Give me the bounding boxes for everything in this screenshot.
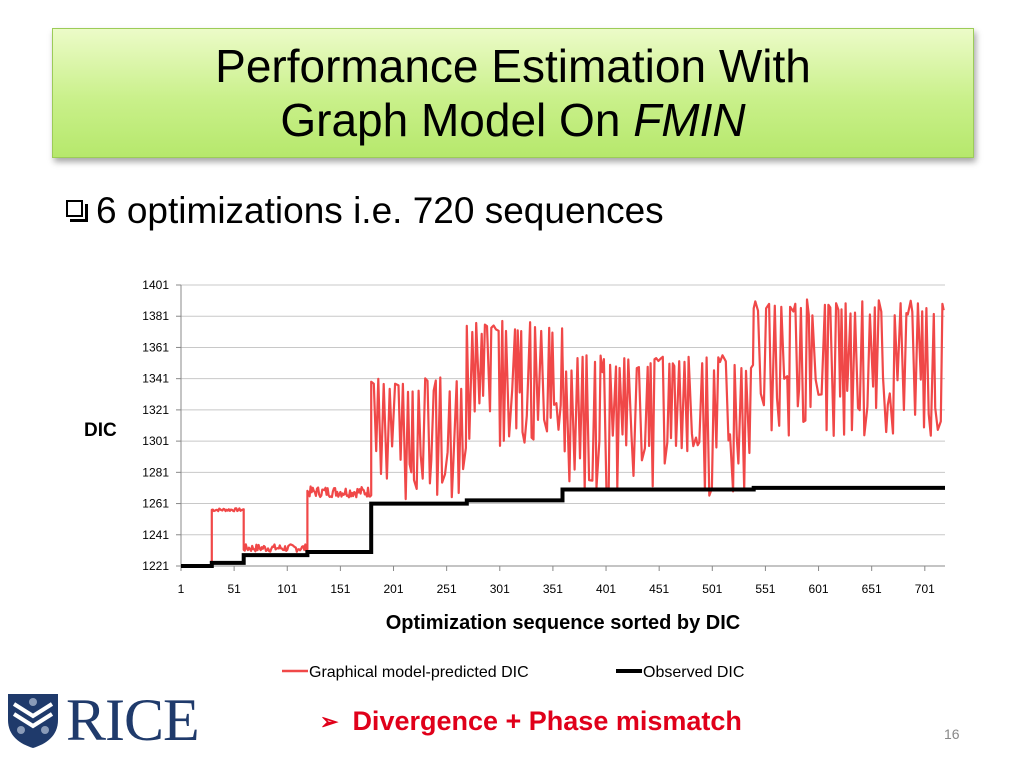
arrow-right-icon: ➢ [320, 708, 339, 734]
title-line-1: Performance Estimation With [215, 40, 811, 92]
y-tick-label-1241: 1241 [142, 528, 169, 542]
logo-text: RICE [66, 687, 200, 753]
x-tick-label-701: 701 [915, 582, 935, 596]
legend-observed-label: Observed DIC [643, 664, 744, 681]
series-layer [181, 298, 945, 568]
y-tick-label-1401: 1401 [142, 278, 169, 292]
y-tick-label-1381: 1381 [142, 309, 169, 323]
title-line-2-prefix: Graph Model On [280, 94, 634, 146]
x-tick-label-251: 251 [437, 582, 457, 596]
y-tick-label-1341: 1341 [142, 372, 169, 386]
x-tick-label-601: 601 [809, 582, 829, 596]
x-tick-label-501: 501 [702, 582, 722, 596]
chart-gridlines [176, 284, 945, 571]
x-tick-label-401: 401 [596, 582, 616, 596]
title-line-2-italic: FMIN [633, 94, 746, 146]
conclusion-text: Divergence + Phase mismatch [352, 706, 742, 736]
y-tick-labels: 1221 1241 1261 1281 1301 1321 1341 1361 1381 1401 [142, 278, 169, 573]
rice-logo: RICE [6, 687, 200, 753]
conclusion-callout: ➢ Divergence + Phase mismatch [320, 706, 742, 737]
chart-legend: Graphical model-predicted DIC Observed DI… [282, 664, 744, 681]
y-tick-label-1261: 1261 [142, 497, 169, 511]
series-predicted-dic [181, 298, 945, 568]
x-tick-label-201: 201 [384, 582, 404, 596]
y-tick-label-1361: 1361 [142, 340, 169, 354]
checkbox-icon [66, 200, 88, 222]
x-tick-label-301: 301 [490, 582, 510, 596]
x-tick-label-101: 101 [277, 582, 297, 596]
y-tick-label-1301: 1301 [142, 434, 169, 448]
x-tick-label-1: 1 [178, 582, 185, 596]
x-tick-label-51: 51 [227, 582, 241, 596]
x-tick-label-651: 651 [862, 582, 882, 596]
x-tick-label-151: 151 [330, 582, 350, 596]
x-axis-label: Optimization sequence sorted by DIC [386, 612, 741, 634]
x-tick-labels: 1 51 101 151 201 251 301 351 401 451 501 551 601 651 7… [178, 582, 935, 596]
bullet-text: 6 optimizations i.e. 720 sequences [96, 190, 664, 231]
bullet-point: 6 optimizations i.e. 720 sequences [66, 190, 664, 232]
slide-title: Performance Estimation With Graph Model … [52, 28, 974, 158]
y-axis-label: DIC [84, 420, 117, 441]
y-tick-label-1321: 1321 [142, 403, 169, 417]
series-observed-dic [181, 485, 945, 568]
y-tick-label-1281: 1281 [142, 465, 169, 479]
x-tick-label-551: 551 [755, 582, 775, 596]
title-line-2: Graph Model On FMIN [280, 93, 745, 147]
x-tick-label-451: 451 [649, 582, 669, 596]
x-tick-label-351: 351 [543, 582, 563, 596]
page-number: 16 [944, 726, 960, 742]
y-tick-label-1221: 1221 [142, 559, 169, 573]
shield-icon [8, 694, 58, 748]
legend-predicted-label: Graphical model-predicted DIC [309, 664, 529, 681]
